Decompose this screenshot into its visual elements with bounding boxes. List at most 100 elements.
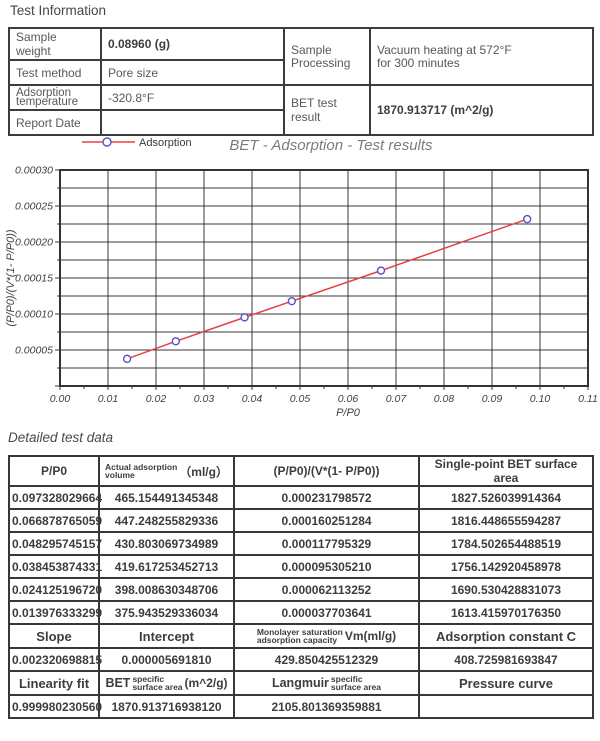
bet-test-result-value: 1870.913717 (m^2/g)	[369, 84, 594, 136]
x-tick-label: 0.06	[338, 393, 359, 405]
stacked-label: specific surface area	[330, 674, 382, 692]
sample-processing-label: Sample Processing	[283, 27, 371, 86]
cell-volume: 465.154491345348	[98, 485, 235, 510]
unit-label: （ml/g）	[179, 464, 228, 479]
fit-values-row: 0.999980230560 1870.913716938120 2105.80…	[8, 694, 594, 719]
y-tick-label: 0.00020	[15, 237, 53, 249]
x-tick-label: 0.03	[194, 393, 215, 405]
data-point-marker	[240, 313, 249, 322]
cell-volume: 375.943529336034	[98, 600, 235, 625]
chart-title: BET - Adsorption - Test results	[229, 137, 433, 154]
label-line: Monolayer saturation	[256, 627, 343, 637]
table-row: 0.013976333299 375.943529336034 0.000037…	[8, 600, 594, 625]
sample-weight-value: 0.08960 (g)	[100, 27, 285, 61]
table-row: 0.066878765059 447.248255829336 0.000160…	[8, 508, 594, 533]
cell-bet-term: 0.000062113252	[233, 577, 420, 602]
value-line: Vacuum heating at 572°F	[377, 43, 512, 57]
header-pressure-curve: Pressure curve	[418, 670, 594, 696]
label-line: temperature	[16, 95, 79, 108]
test-information-table: Sample weight 0.08960 (g) Sample Process…	[8, 27, 594, 136]
cell-ppo: 0.097328029664	[8, 485, 102, 510]
cell-volume: 419.617253452713	[98, 554, 235, 579]
cell-bet-term: 0.000117795329	[233, 531, 420, 556]
cell-ppo: 0.013976333299	[8, 600, 102, 625]
x-tick-label: 0.00	[50, 393, 71, 405]
header-bet-term: (P/P0)/(V*(1- P/P0))	[233, 455, 420, 487]
label-line: Processing	[291, 55, 351, 70]
cell-surface-area: 1816.448655594287	[418, 508, 594, 533]
label-line: specific	[330, 674, 363, 684]
cell-surface-area: 1613.415970176350	[418, 600, 594, 625]
cell-surface-area: 1690.530428831073	[418, 577, 594, 602]
cell-volume: 447.248255829336	[98, 508, 235, 533]
x-tick-label: 0.11	[578, 393, 598, 405]
data-point-marker	[522, 214, 532, 224]
sample-weight-label: Sample weight	[8, 27, 102, 61]
table-row: Report Date	[8, 109, 593, 136]
x-tick-label: 0.09	[482, 393, 503, 405]
x-tick-label: 0.01	[98, 393, 118, 405]
bet-chart-svg: 0.00 0.01 0.02 0.03 0.04 0.05 0.06 0.07 0.08 0.09…	[5, 137, 598, 419]
table-row: 0.024125196720 398.008630348706 0.000062…	[8, 577, 594, 602]
table-header-row: P/P0 Actual adsorption volume （ml/g） (P/…	[8, 455, 594, 487]
cell-pressure-curve	[418, 694, 594, 719]
cell-langmuir-surface-area: 2105.801369359881	[233, 694, 420, 719]
label-line: Actual adsorption	[105, 462, 178, 472]
stacked-label: Monolayer saturation adsorption capacity	[256, 627, 343, 645]
cell-surface-area: 1756.142920458978	[418, 554, 594, 579]
cell-slope: 0.002320698815	[8, 647, 102, 672]
x-axis-label: P/P0	[336, 407, 361, 419]
header-intercept: Intercept	[98, 623, 235, 649]
header-wrap: Langmuir specific surface area	[237, 674, 416, 692]
legend-label: Adsorption	[139, 137, 192, 149]
slope-header-row: Slope Intercept Monolayer saturation ads…	[8, 623, 594, 649]
table-row: Test method Pore size	[8, 59, 593, 86]
label-line: Sample	[291, 43, 332, 57]
header-wrap: Monolayer saturation adsorption capacity…	[237, 627, 416, 645]
label-line: surface area	[330, 682, 382, 692]
detailed-test-data-table: P/P0 Actual adsorption volume （ml/g） (P/…	[8, 455, 594, 719]
y-axis-label: (P/P0)/(V*(1- P/P0))	[5, 229, 17, 327]
header-wrap: Actual adsorption volume （ml/g）	[102, 463, 231, 480]
cell-bet-term: 0.000231798572	[233, 485, 420, 510]
plot-border	[59, 169, 589, 387]
header-linearity-fit: Linearity fit	[8, 670, 100, 696]
x-tick-label: 0.05	[290, 393, 311, 405]
cell-constant-c: 408.725981693847	[418, 647, 594, 672]
cell-bet-term: 0.000095305210	[233, 554, 420, 579]
cell-ppo: 0.048295745157	[8, 531, 102, 556]
x-tick-label: 0.10	[530, 393, 551, 405]
header-single-point-bet: Single-point BET surface area	[418, 455, 594, 487]
test-method-label: Test method	[8, 59, 102, 86]
header-adsorption-constant: Adsorption constant C	[418, 623, 594, 649]
y-tick-label: 0.00015	[15, 273, 53, 285]
x-tick-label: 0.07	[386, 393, 408, 405]
header-actual-adsorption-volume: Actual adsorption volume （ml/g）	[98, 455, 235, 487]
slope-values-row: 0.002320698815 0.000005691810 429.850425…	[8, 647, 594, 672]
adsorption-line	[126, 218, 528, 360]
header-langmuir-specific-surface-area: Langmuir specific surface area	[233, 670, 420, 696]
cell-vm: 429.850425512329	[233, 647, 420, 672]
stacked-label: Actual adsorption volume	[105, 462, 178, 480]
test-method-value: Pore size	[100, 59, 285, 86]
cell-intercept: 0.000005691810	[98, 647, 235, 672]
y-tick-label: 0.00010	[15, 309, 53, 321]
fit-header-row: Linearity fit BET specific surface area …	[8, 670, 594, 696]
x-tick-label: 0.08	[434, 393, 455, 405]
cell-ppo: 0.038453874331	[8, 554, 102, 579]
report-date-label: Report Date	[8, 109, 102, 136]
cell-volume: 398.008630348706	[98, 577, 235, 602]
data-point-marker	[122, 354, 132, 364]
cell-bet-surface-area: 1870.913716938120	[98, 694, 235, 719]
label-line: volume	[105, 470, 135, 480]
data-point-marker	[287, 296, 297, 306]
header-slope: Slope	[8, 623, 100, 649]
table-row: 0.097328029664 465.154491345348 0.000231…	[8, 485, 594, 510]
y-tick-label: 0.00025	[15, 201, 53, 213]
data-point-marker	[171, 337, 181, 346]
label-line: adsorption capacity	[256, 635, 338, 645]
page-title: Test Information	[10, 3, 107, 18]
cell-surface-area: 1827.526039914364	[418, 485, 594, 510]
prefix-label: BET	[105, 676, 131, 690]
cell-surface-area: 1784.502654488519	[418, 531, 594, 556]
